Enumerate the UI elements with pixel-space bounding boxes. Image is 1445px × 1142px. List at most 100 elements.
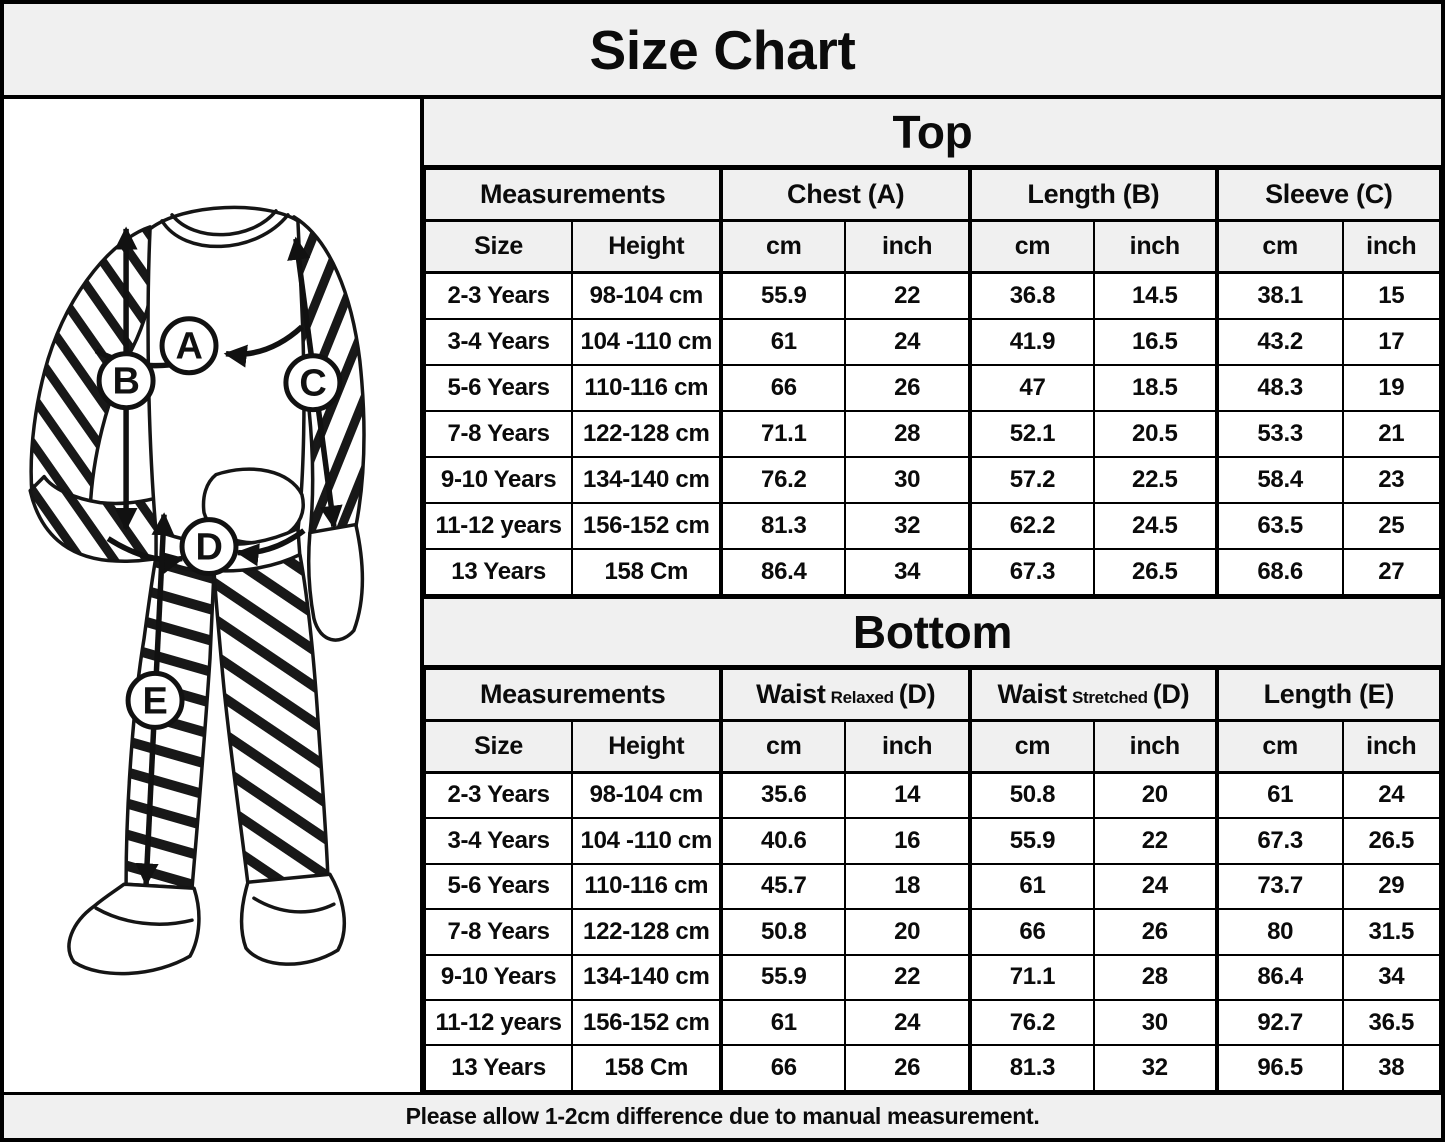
value-cell: 30 — [844, 455, 972, 504]
size-cell: 2-3 Years — [423, 271, 574, 321]
value-cell: 41.9 — [968, 318, 1095, 367]
value-cell: 22 — [844, 271, 972, 321]
size-cell: 3-4 Years — [423, 318, 574, 367]
value-cell: 81.3 — [968, 1044, 1095, 1092]
cm-col-header: cm — [719, 219, 847, 274]
waist-stretched-header: Waist Stretched (D) — [968, 667, 1218, 722]
measurements-header: Measurements — [423, 168, 723, 222]
inch-col-header: inch — [1092, 719, 1218, 774]
marker-e: E — [125, 670, 185, 730]
table-row: 11-12 years 156-152 cm 61 24 76.2 30 92.7 36.5 — [423, 999, 1441, 1047]
size-col-header: Size — [423, 219, 574, 274]
value-cell: 22.5 — [1092, 455, 1218, 504]
top-section: Top Measurements Chest (A — [423, 99, 1441, 596]
value-cell: 29 — [1341, 862, 1441, 911]
value-cell: 55.9 — [719, 953, 847, 1002]
value-cell: 92.7 — [1214, 999, 1344, 1047]
value-cell: 14 — [844, 770, 972, 820]
value-cell: 24.5 — [1092, 501, 1218, 550]
cm-col-header: cm — [1214, 219, 1344, 274]
value-cell: 67.3 — [1214, 817, 1344, 865]
waist-stretched-suffix: (D) — [1152, 678, 1190, 709]
height-cell: 156-152 cm — [571, 999, 723, 1047]
value-cell: 28 — [844, 409, 972, 458]
marker-b: B — [96, 351, 156, 411]
value-cell: 30 — [1092, 999, 1218, 1047]
value-cell: 24 — [844, 999, 972, 1047]
value-cell: 24 — [844, 318, 972, 367]
value-cell: 23 — [1341, 455, 1441, 504]
value-cell: 34 — [1341, 953, 1441, 1002]
marker-c: C — [283, 353, 343, 413]
height-cell: 98-104 cm — [571, 770, 723, 820]
value-cell: 61 — [719, 999, 847, 1047]
value-cell: 24 — [1341, 770, 1441, 820]
footer-note: Please allow 1-2cm difference due to man… — [4, 1092, 1441, 1138]
waist-stretched-main: Waist — [997, 678, 1067, 709]
page-title: Size Chart — [4, 4, 1441, 99]
value-cell: 32 — [844, 501, 972, 550]
height-col-header: Height — [571, 219, 723, 274]
height-cell: 158 Cm — [571, 1044, 723, 1092]
cm-col-header: cm — [968, 719, 1095, 774]
bottom-section: Bottom Measurements — [423, 595, 1441, 1093]
value-cell: 86.4 — [719, 547, 847, 596]
value-cell: 36.5 — [1341, 999, 1441, 1047]
value-cell: 20 — [1092, 770, 1218, 820]
table-row: 7-8 Years 122-128 cm 71.1 28 52.1 20.5 53.3 21 — [423, 409, 1441, 458]
bottom-section-title: Bottom — [852, 605, 1013, 658]
waist-relaxed-suffix: (D) — [898, 678, 936, 709]
value-cell: 76.2 — [968, 999, 1095, 1047]
height-cell: 122-128 cm — [571, 409, 723, 458]
table-row: 3-4 Years 104 -110 cm 40.6 16 55.9 22 67.3 26.5 — [423, 817, 1441, 865]
value-cell: 73.7 — [1214, 862, 1344, 911]
value-cell: 61 — [968, 862, 1095, 911]
waist-relaxed-main: Waist — [756, 678, 826, 709]
height-cell: 110-116 cm — [571, 862, 723, 911]
height-cell: 134-140 cm — [571, 455, 723, 504]
value-cell: 67.3 — [968, 547, 1095, 596]
value-cell: 50.8 — [968, 770, 1095, 820]
value-cell: 80 — [1214, 908, 1344, 956]
value-cell: 66 — [968, 908, 1095, 956]
value-cell: 16 — [844, 817, 972, 865]
top-subheader-row: Size Height cm inch cm inch cm inch — [423, 219, 1441, 274]
value-cell: 48.3 — [1214, 364, 1344, 412]
table-row: 5-6 Years 110-116 cm 66 26 47 18.5 48.3 19 — [423, 364, 1441, 412]
value-cell: 55.9 — [719, 271, 847, 321]
inch-col-header: inch — [1341, 719, 1441, 774]
value-cell: 27 — [1341, 547, 1441, 596]
waist-relaxed-sub: Relaxed — [830, 687, 894, 707]
size-col-header: Size — [423, 719, 574, 774]
size-cell: 5-6 Years — [423, 364, 574, 412]
bottom-size-table: Measurements Waist Relaxed (D) Waist Stretc… — [423, 667, 1441, 1093]
marker-e-label: E — [143, 680, 168, 722]
value-cell: 62.2 — [968, 501, 1095, 550]
value-cell: 52.1 — [968, 409, 1095, 458]
table-row: 7-8 Years 122-128 cm 50.8 20 66 26 80 31.5 — [423, 908, 1441, 956]
marker-a: A — [159, 316, 219, 376]
value-cell: 61 — [719, 318, 847, 367]
waist-relaxed-header: Waist Relaxed (D) — [719, 667, 972, 722]
value-cell: 57.2 — [968, 455, 1095, 504]
bottom-table-body: 2-3 Years 98-104 cm 35.6 14 50.8 20 61 24 3-4 Ye… — [423, 770, 1441, 1092]
tables-column: Top Measurements Chest (A — [423, 99, 1441, 1093]
inch-col-header: inch — [1092, 219, 1218, 274]
value-cell: 86.4 — [1214, 953, 1344, 1002]
value-cell: 45.7 — [719, 862, 847, 911]
value-cell: 66 — [719, 1044, 847, 1092]
measurement-figure-panel: A B C D E — [4, 99, 424, 1092]
value-cell: 15 — [1341, 271, 1441, 321]
inch-col-header: inch — [844, 719, 972, 774]
table-row: 9-10 Years 134-140 cm 55.9 22 71.1 28 86.4 34 — [423, 953, 1441, 1002]
size-cell: 9-10 Years — [423, 455, 574, 504]
value-cell: 53.3 — [1214, 409, 1344, 458]
length-header: Length (E) — [1214, 667, 1441, 722]
value-cell: 28 — [1092, 953, 1218, 1002]
value-cell: 18.5 — [1092, 364, 1218, 412]
value-cell: 63.5 — [1214, 501, 1344, 550]
value-cell: 22 — [844, 953, 972, 1002]
marker-d-label: D — [195, 527, 222, 569]
size-cell: 7-8 Years — [423, 908, 574, 956]
value-cell: 96.5 — [1214, 1044, 1344, 1092]
